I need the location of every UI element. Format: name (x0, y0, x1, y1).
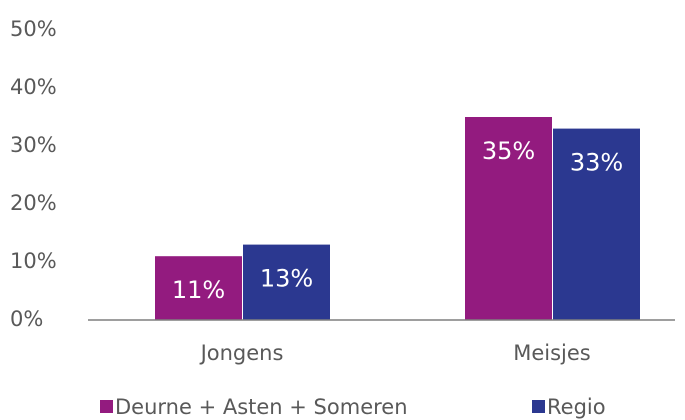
bar (155, 256, 242, 320)
legend-label: Deurne + Asten + Someren (115, 395, 408, 419)
x-tick-label: Jongens (199, 341, 284, 365)
y-tick-label: 0% (10, 307, 43, 331)
value-label: 33% (570, 149, 623, 177)
legend-label: Regio (547, 395, 606, 419)
bar (243, 244, 330, 320)
bar (553, 128, 640, 320)
y-tick-label: 10% (10, 249, 57, 273)
x-tick-label: Meisjes (513, 341, 591, 365)
y-tick-label: 50% (10, 17, 57, 41)
bar (465, 117, 552, 320)
value-label: 35% (482, 137, 535, 165)
value-label: 13% (260, 265, 313, 293)
y-tick-label: 20% (10, 191, 57, 215)
legend-swatch (532, 400, 545, 413)
legend-swatch (100, 400, 113, 413)
y-tick-label: 30% (10, 133, 57, 157)
value-label: 11% (172, 276, 225, 304)
y-tick-label: 40% (10, 75, 57, 99)
